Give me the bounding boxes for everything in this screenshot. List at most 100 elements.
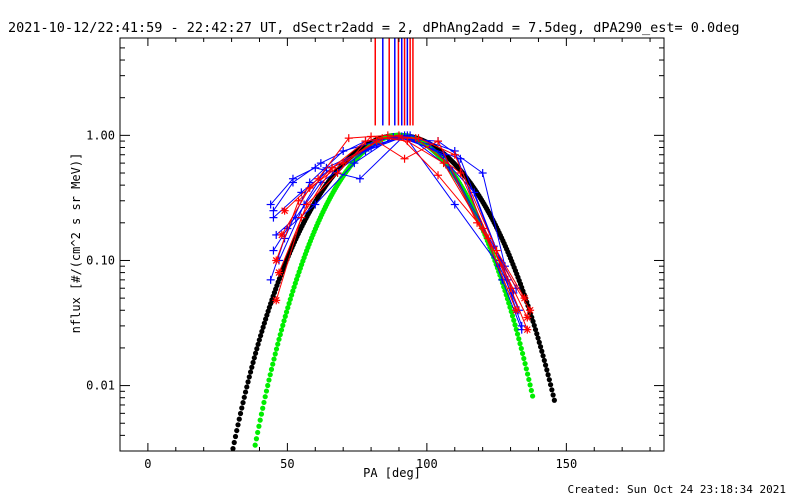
black-fit-point — [231, 439, 237, 446]
red-data-point — [333, 169, 342, 178]
vertical-markers — [374, 38, 414, 126]
red-data-point — [473, 218, 482, 227]
red-data-point — [294, 196, 303, 205]
chart-title: 2021-10-12/22:41:59 - 22:42:27 UT, dSect… — [8, 20, 740, 36]
green-fit-point — [285, 305, 291, 311]
black-fit-point — [534, 331, 540, 337]
green-fit-point — [252, 442, 258, 448]
blue-series-line — [270, 134, 520, 311]
black-fit-point — [535, 335, 541, 341]
green-fit-point — [527, 382, 533, 388]
blue-data-point — [269, 206, 278, 215]
green-fit-point — [283, 309, 290, 315]
green-fit-point — [517, 341, 523, 347]
green-fit-point — [513, 326, 519, 333]
green-fit-point — [253, 436, 260, 442]
red-data-point — [361, 137, 370, 146]
black-fit-point — [551, 397, 557, 403]
blue-data-point — [311, 163, 320, 172]
y-tick-label: 0.10 — [86, 253, 115, 267]
black-fit-point — [541, 357, 547, 364]
red-data-point — [344, 134, 353, 143]
green-fit-point — [507, 304, 513, 310]
blue-data-point — [456, 154, 465, 163]
blue-data-point — [269, 246, 278, 255]
created-timestamp: Created: Sun Oct 24 23:18:34 2021 — [567, 483, 786, 496]
x-tick-label: 150 — [556, 457, 578, 471]
green-fit-point — [287, 296, 293, 302]
black-fit-point — [259, 328, 265, 335]
green-fit-point — [523, 366, 529, 372]
green-fit-point — [278, 327, 285, 333]
black-fit-point — [255, 341, 261, 347]
black-fit-point — [242, 389, 249, 395]
red-data-point — [280, 206, 289, 215]
green-fit-point — [511, 317, 517, 323]
green-fit-point — [290, 288, 296, 294]
red-data-point — [328, 163, 337, 172]
red-data-point — [434, 171, 443, 180]
black-fit-point — [249, 364, 255, 370]
data-series — [266, 131, 535, 334]
x-axis-ticks: 0 50 100 150 — [144, 38, 651, 471]
green-fit-point — [291, 284, 297, 290]
black-fit-point — [258, 333, 264, 339]
red-data-point — [523, 313, 532, 322]
green-fit-point — [528, 387, 534, 394]
black-fit-point — [240, 400, 246, 406]
green-fit-point — [514, 331, 521, 337]
black-fit-point — [235, 422, 241, 428]
green-fit-point — [272, 351, 278, 357]
red-series-line — [275, 140, 531, 311]
green-fit-point — [524, 371, 531, 377]
green-fit-point — [521, 355, 527, 362]
black-fit-point — [550, 392, 556, 398]
green-fit-point — [277, 332, 283, 338]
green-fit-point — [275, 341, 281, 347]
black-fit-point — [254, 346, 260, 352]
green-fit-point — [266, 377, 272, 383]
black-fit-point — [232, 433, 239, 440]
red-data-point — [411, 134, 420, 143]
green-fit-point — [257, 417, 263, 423]
blue-data-point — [269, 213, 278, 222]
fit-curves — [230, 132, 557, 452]
black-fit-point — [536, 339, 542, 345]
green-fit-point — [522, 361, 528, 367]
x-axis-label: PA [deg] — [363, 466, 421, 480]
green-fit-point — [255, 429, 261, 436]
green-fit-point — [518, 345, 524, 352]
green-fit-point — [526, 376, 532, 383]
blue-data-point — [266, 275, 275, 284]
black-fit-point — [246, 374, 252, 380]
red-data-point — [372, 137, 381, 146]
red-data-point — [434, 137, 443, 146]
green-fit-point — [276, 336, 282, 342]
black-fit-point — [546, 377, 552, 383]
red-data-point — [456, 169, 465, 178]
green-fit-point — [268, 366, 275, 372]
green-fit-point — [256, 423, 262, 429]
black-fit-point — [531, 322, 537, 329]
black-fit-point — [237, 410, 244, 417]
red-data-point — [450, 150, 459, 159]
green-fit-point — [270, 361, 276, 367]
black-fit-point — [264, 312, 270, 318]
green-fit-point — [516, 336, 522, 342]
black-fit-point — [261, 320, 267, 326]
green-fit-point — [286, 300, 292, 307]
green-fit-point — [263, 388, 270, 394]
black-fit-point — [250, 359, 256, 366]
red-data-point — [400, 154, 409, 163]
green-fit-point — [512, 322, 518, 328]
black-fit-point — [263, 316, 269, 322]
blue-data-point — [350, 159, 359, 168]
y-axis-ticks: 0.01 0.10 1.00 — [86, 37, 664, 452]
green-fit-point — [509, 313, 516, 319]
plot-frame — [119, 37, 665, 452]
x-tick-label: 0 — [144, 457, 151, 471]
green-fit-point — [280, 322, 286, 328]
black-fit-point — [234, 427, 240, 434]
red-data-point — [506, 284, 515, 293]
green-fit-point — [530, 393, 536, 399]
